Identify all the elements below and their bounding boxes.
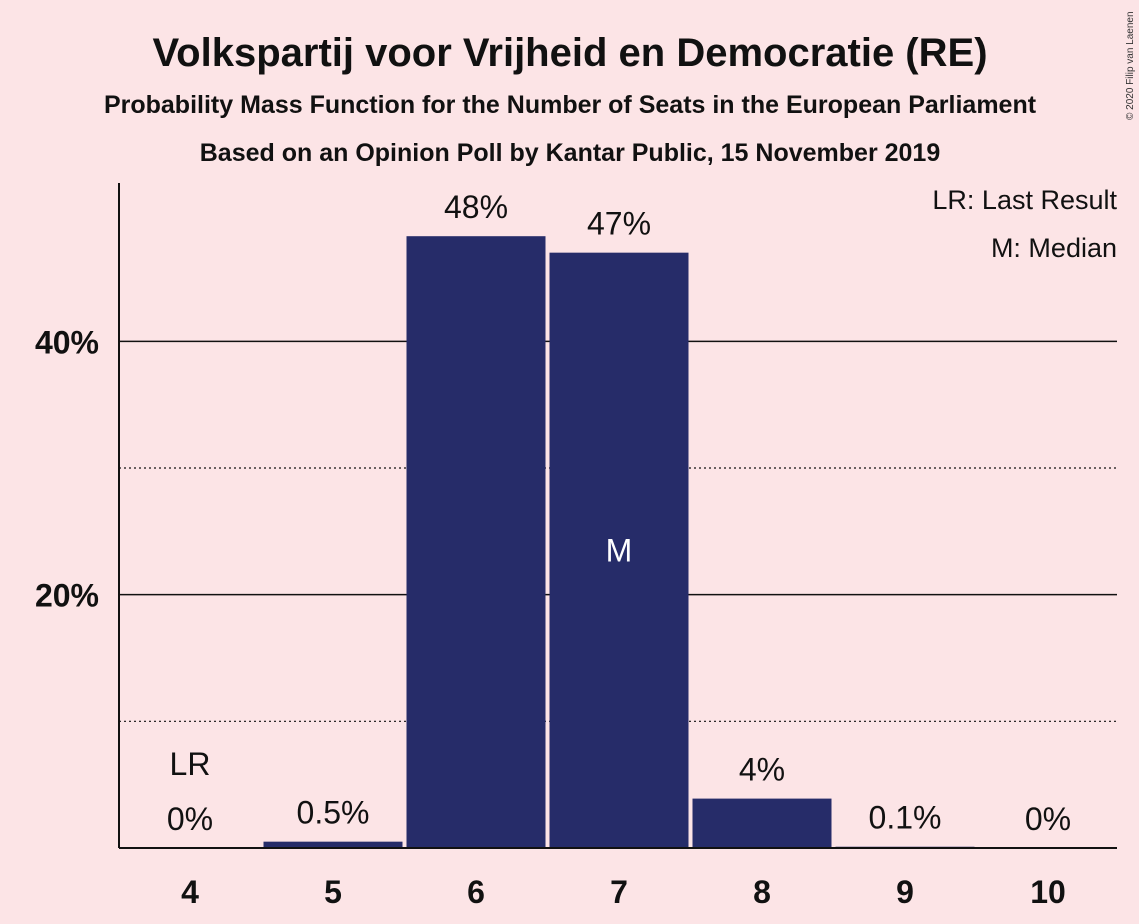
bar-6 — [406, 236, 546, 848]
chart-title: Volkspartij voor Vrijheid en Democratie … — [152, 31, 987, 75]
y-axis-labels: 20% 40% — [35, 324, 99, 613]
data-label-7: 47% — [587, 206, 651, 242]
data-label-9: 0.1% — [869, 800, 942, 836]
last-result-marker: LR — [170, 746, 211, 782]
x-tick-label-6: 6 — [467, 874, 485, 910]
data-label-10: 0% — [1025, 801, 1071, 837]
bar-7 — [549, 252, 689, 848]
data-labels: 0% LR 0.5% 48% 47% M 4% 0.1% 0% — [167, 189, 1071, 837]
chart-subtitle: Probability Mass Function for the Number… — [104, 91, 1037, 119]
data-label-5: 0.5% — [297, 795, 370, 831]
x-tick-label-4: 4 — [181, 874, 199, 910]
y-tick-label-0: 20% — [35, 578, 99, 614]
legend-median: M: Median — [991, 233, 1117, 263]
median-marker: M — [606, 532, 633, 568]
bars — [263, 236, 975, 848]
data-label-6: 48% — [444, 189, 508, 225]
x-tick-label-9: 9 — [896, 874, 914, 910]
data-label-4: 0% — [167, 801, 213, 837]
copyright-note: © 2020 Filip van Laenen — [1125, 11, 1136, 120]
chart-subtitle-source: Based on an Opinion Poll by Kantar Publi… — [200, 139, 940, 167]
bar-8 — [692, 798, 832, 848]
x-tick-label-7: 7 — [610, 874, 628, 910]
x-tick-label-5: 5 — [324, 874, 342, 910]
x-tick-label-10: 10 — [1030, 874, 1066, 910]
y-tick-label-1: 40% — [35, 324, 99, 360]
x-axis-labels: 4 5 6 7 8 9 10 — [181, 874, 1066, 910]
bar-5 — [263, 841, 403, 848]
data-label-8: 4% — [739, 752, 785, 788]
legend-last-result: LR: Last Result — [932, 185, 1117, 215]
x-tick-label-8: 8 — [753, 874, 771, 910]
axes — [118, 183, 1117, 849]
